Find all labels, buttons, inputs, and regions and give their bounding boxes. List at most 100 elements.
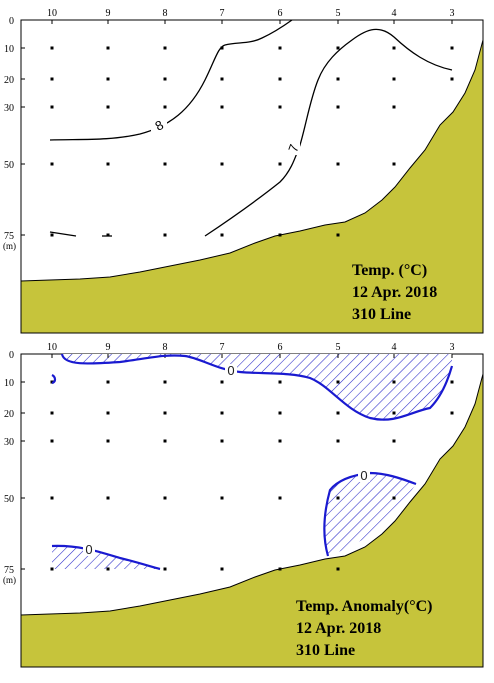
sample-point [50,105,54,109]
sample-point [278,411,282,415]
sample-point [392,380,396,384]
sample-point [220,567,224,571]
sample-point [392,411,396,415]
station-label-5: 5 [336,342,341,353]
sample-point [336,162,340,166]
depth-label-10: 10 [4,44,14,55]
sample-point [278,46,282,50]
depth-label-50: 50 [4,494,14,505]
station-label-8: 8 [163,342,168,353]
sample-point [50,46,54,50]
sample-point [50,77,54,81]
sample-point [336,439,340,443]
station-label-7: 7 [220,342,225,353]
station-label-9: 9 [106,8,111,19]
depth-label-75: 75 [4,231,14,242]
contour-label-0-surface: 0 [227,363,234,378]
sample-point [106,46,110,50]
sample-point [163,380,167,384]
zero-anomaly-contour-blip [51,374,57,385]
sample-point [163,567,167,571]
sample-point [106,411,110,415]
depth-label-20: 20 [4,409,14,420]
anomaly-section-panel: 10 9 8 7 6 5 4 3 0 10 20 30 50 75(m) 0 0 0 Temp. Ano… [3,342,484,668]
sample-point [220,77,224,81]
sample-point [278,105,282,109]
sample-point [392,105,396,109]
station-label-4: 4 [392,8,397,19]
sample-point [50,567,54,571]
station-ticks: 10 9 8 7 6 5 4 3 [47,342,455,358]
sample-point [106,380,110,384]
depth-unit-label: (m) [3,241,16,251]
panel2-title-line3: 310 Line [296,642,355,659]
sample-point [450,380,454,384]
sample-point [106,439,110,443]
sample-point [106,233,110,237]
station-label-5: 5 [336,8,341,19]
panel1-title-line3: 310 Line [352,306,411,323]
station-label-9: 9 [106,342,111,353]
sample-point [278,496,282,500]
panel2-title-line2: 12 Apr. 2018 [296,620,381,637]
sample-point [278,77,282,81]
station-label-8: 8 [163,8,168,19]
sample-point [163,411,167,415]
depth-label-75: 75 [4,565,14,576]
contour-label-0-shelf: 0 [360,468,367,483]
sample-point [336,46,340,50]
depth-label-10: 10 [4,378,14,389]
sample-point [163,496,167,500]
sample-point [220,496,224,500]
sample-point [220,380,224,384]
sample-point [278,567,282,571]
sample-point [106,567,110,571]
sample-point [336,567,340,571]
sample-point [278,233,282,237]
sample-point [336,380,340,384]
sample-point [163,162,167,166]
sample-point [106,77,110,81]
depth-ticks: 0 10 20 30 50 75(m) [3,16,25,251]
station-label-10: 10 [47,8,57,19]
sample-point [278,162,282,166]
station-label-10: 10 [47,342,57,353]
sample-point [163,439,167,443]
sample-point [450,77,454,81]
sample-point [50,439,54,443]
sample-point [392,162,396,166]
negative-anomaly-surface [62,354,452,420]
sample-point [450,411,454,415]
station-label-3: 3 [450,342,455,353]
sample-point [106,162,110,166]
seafloor-terrain [20,39,484,334]
sample-point [163,46,167,50]
sample-point [50,162,54,166]
isotherm-8 [49,19,293,141]
depth-label-0: 0 [9,16,14,27]
contour-label-0-deep: 0 [85,542,92,557]
depth-label-20: 20 [4,75,14,86]
sample-point [163,105,167,109]
sample-point [220,411,224,415]
sample-point [50,233,54,237]
sample-point [220,162,224,166]
sample-point [220,46,224,50]
depth-ticks: 0 10 20 30 50 75(m) [3,350,25,585]
sample-point [336,77,340,81]
sample-point [220,439,224,443]
sample-point [450,46,454,50]
sample-point [220,233,224,237]
sample-point [392,77,396,81]
sample-points [50,380,454,571]
zero-anomaly-contour-shelf [323,471,417,557]
station-label-4: 4 [392,342,397,353]
depth-label-30: 30 [4,437,14,448]
station-label-6: 6 [278,342,283,353]
sample-point [336,496,340,500]
sample-point [50,496,54,500]
zero-anomaly-contour-deep [51,544,161,571]
contour-label-7: 7 [285,142,302,154]
sample-point [163,77,167,81]
station-ticks: 10 9 8 7 6 5 4 3 [47,8,455,24]
